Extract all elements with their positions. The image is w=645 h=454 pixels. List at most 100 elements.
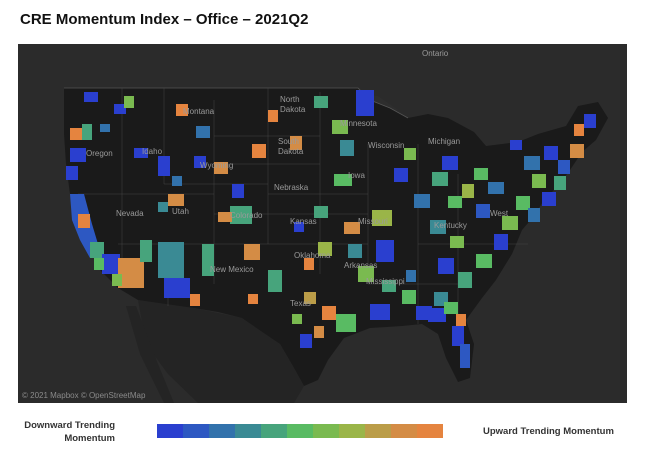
- metro-region[interactable]: [168, 194, 184, 206]
- metro-region[interactable]: [70, 128, 84, 140]
- metro-region[interactable]: [488, 182, 504, 194]
- metro-region[interactable]: [332, 120, 348, 134]
- metro-region[interactable]: [84, 92, 98, 102]
- metro-region[interactable]: [314, 96, 328, 108]
- metro-region[interactable]: [194, 156, 206, 168]
- metro-region[interactable]: [456, 314, 466, 326]
- metro-region[interactable]: [448, 196, 462, 208]
- metro-region[interactable]: [438, 258, 454, 274]
- metro-region[interactable]: [114, 104, 126, 114]
- metro-region[interactable]: [244, 244, 260, 260]
- metro-region[interactable]: [382, 280, 396, 292]
- metro-region[interactable]: [458, 272, 472, 288]
- metro-region[interactable]: [252, 144, 266, 158]
- metro-region[interactable]: [94, 258, 104, 270]
- metro-region[interactable]: [524, 156, 540, 170]
- metro-region[interactable]: [294, 222, 304, 232]
- metro-region[interactable]: [528, 208, 540, 222]
- metro-region[interactable]: [544, 146, 558, 160]
- metro-region[interactable]: [290, 136, 302, 150]
- metro-region[interactable]: [344, 222, 360, 234]
- metro-region[interactable]: [102, 254, 120, 274]
- metro-region[interactable]: [218, 212, 232, 222]
- metro-region[interactable]: [268, 110, 278, 122]
- metro-region[interactable]: [112, 274, 122, 286]
- metro-region[interactable]: [510, 140, 522, 150]
- metro-region[interactable]: [404, 148, 416, 160]
- metro-region[interactable]: [118, 258, 144, 288]
- metro-region[interactable]: [574, 124, 584, 136]
- metro-region[interactable]: [516, 196, 530, 210]
- metro-region[interactable]: [450, 236, 464, 248]
- metro-region[interactable]: [90, 242, 104, 258]
- metro-region[interactable]: [460, 344, 470, 368]
- metro-region[interactable]: [532, 174, 546, 188]
- metro-region[interactable]: [462, 184, 474, 198]
- metro-region[interactable]: [230, 206, 252, 224]
- metro-regions[interactable]: [66, 90, 596, 368]
- metro-region[interactable]: [322, 306, 336, 320]
- metro-region[interactable]: [300, 334, 312, 348]
- metro-region[interactable]: [70, 148, 86, 162]
- metro-region[interactable]: [394, 168, 408, 182]
- metro-region[interactable]: [554, 176, 566, 190]
- metro-region[interactable]: [124, 96, 134, 108]
- metro-region[interactable]: [356, 90, 374, 116]
- label-south-dakota-1: South: [278, 137, 299, 146]
- metro-region[interactable]: [248, 294, 258, 304]
- metro-region[interactable]: [402, 290, 416, 304]
- metro-region[interactable]: [66, 166, 78, 180]
- metro-region[interactable]: [82, 124, 92, 140]
- metro-region[interactable]: [542, 192, 556, 206]
- metro-region[interactable]: [406, 270, 416, 282]
- metro-region[interactable]: [428, 308, 446, 322]
- metro-region[interactable]: [164, 278, 190, 298]
- metro-region[interactable]: [584, 114, 596, 128]
- metro-region[interactable]: [292, 314, 302, 324]
- metro-region[interactable]: [232, 184, 244, 198]
- map-attribution[interactable]: © 2021 Mapbox © OpenStreetMap: [22, 391, 146, 400]
- metro-region[interactable]: [476, 254, 492, 268]
- metro-region[interactable]: [78, 214, 90, 228]
- metro-region[interactable]: [358, 266, 374, 282]
- metro-region[interactable]: [140, 240, 152, 262]
- metro-region[interactable]: [376, 240, 394, 262]
- metro-region[interactable]: [336, 314, 356, 332]
- metro-region[interactable]: [304, 292, 316, 304]
- metro-region[interactable]: [476, 204, 490, 218]
- metro-region[interactable]: [570, 144, 584, 158]
- metro-region[interactable]: [452, 326, 464, 346]
- metro-region[interactable]: [370, 304, 390, 320]
- metro-region[interactable]: [158, 202, 168, 212]
- metro-region[interactable]: [268, 270, 282, 292]
- metro-region[interactable]: [172, 176, 182, 186]
- metro-region[interactable]: [340, 140, 354, 156]
- metro-region[interactable]: [314, 206, 328, 218]
- metro-region[interactable]: [314, 326, 324, 338]
- metro-region[interactable]: [158, 156, 170, 176]
- map-canvas[interactable]: Ontario Montana North Dakota South Dakot…: [18, 44, 627, 403]
- metro-region[interactable]: [502, 216, 518, 230]
- metro-region[interactable]: [176, 104, 188, 116]
- metro-region[interactable]: [158, 242, 184, 278]
- metro-region[interactable]: [100, 124, 110, 132]
- metro-region[interactable]: [214, 162, 228, 174]
- metro-region[interactable]: [432, 172, 448, 186]
- metro-region[interactable]: [494, 234, 508, 250]
- metro-region[interactable]: [190, 294, 200, 306]
- metro-region[interactable]: [414, 194, 430, 208]
- metro-region[interactable]: [304, 258, 314, 270]
- metro-region[interactable]: [372, 210, 392, 226]
- choropleth-map[interactable]: Ontario Montana North Dakota South Dakot…: [18, 44, 627, 403]
- metro-region[interactable]: [442, 156, 458, 170]
- metro-region[interactable]: [474, 168, 488, 180]
- metro-region[interactable]: [334, 174, 352, 186]
- metro-region[interactable]: [134, 148, 148, 158]
- metro-region[interactable]: [444, 302, 458, 314]
- metro-region[interactable]: [202, 244, 214, 276]
- metro-region[interactable]: [348, 244, 362, 258]
- metro-region[interactable]: [196, 126, 210, 138]
- metro-region[interactable]: [318, 242, 332, 256]
- metro-region[interactable]: [430, 220, 446, 234]
- metro-region[interactable]: [558, 160, 570, 174]
